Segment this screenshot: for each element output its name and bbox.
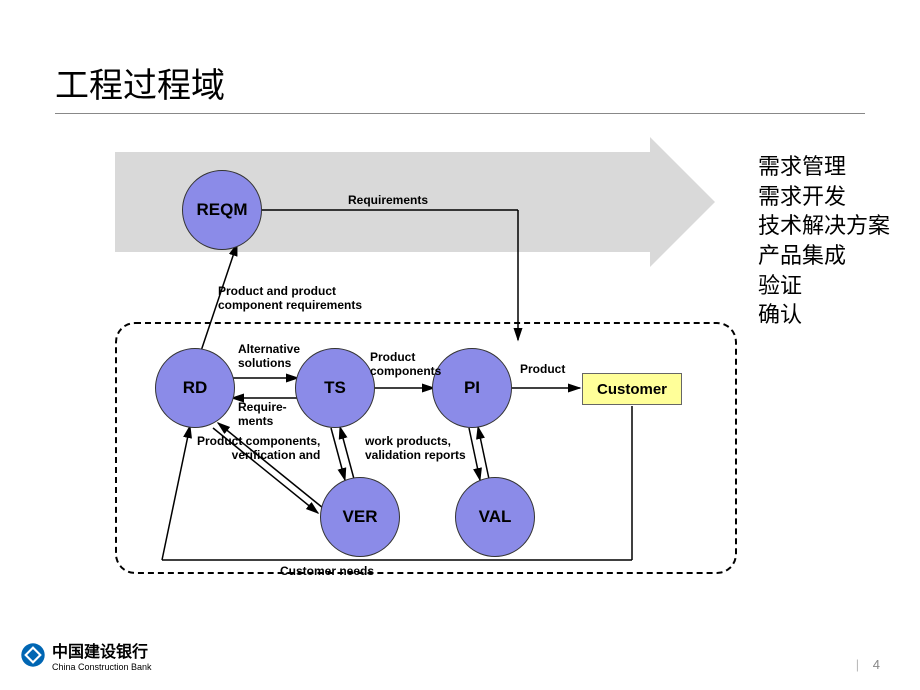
bank-name-cn: 中国建设银行 <box>52 638 152 662</box>
edge-label: Product <box>520 362 565 376</box>
node-customer: Customer <box>582 373 682 405</box>
list-item: 产品集成 <box>758 241 890 271</box>
category-list: 需求管理 需求开发 技术解决方案 产品集成 验证 确认 <box>758 152 890 330</box>
slide-title: 工程过程域 <box>55 58 225 107</box>
list-item: 需求开发 <box>758 182 890 212</box>
list-item: 验证 <box>758 271 890 301</box>
edge-label: Requirements <box>348 193 428 207</box>
edge-label: Require- ments <box>238 400 287 429</box>
title-underline <box>55 113 865 114</box>
node-pi: PI <box>432 348 512 428</box>
edge-label: Customer needs <box>280 564 374 578</box>
edge-label: Product and product component requiremen… <box>218 284 362 313</box>
edge-label: Alternative solutions <box>238 342 300 371</box>
list-item: 需求管理 <box>758 152 890 182</box>
edge-label: Product components <box>370 350 441 379</box>
node-ts: TS <box>295 348 375 428</box>
bank-name-en: China Construction Bank <box>52 662 152 672</box>
node-rd: RD <box>155 348 235 428</box>
bank-logo: 中国建设银行 China Construction Bank <box>20 638 152 672</box>
node-val: VAL <box>455 477 535 557</box>
page-number: | 4 <box>856 657 880 672</box>
ccb-logo-icon <box>20 642 46 668</box>
node-reqm: REQM <box>182 170 262 250</box>
node-ver: VER <box>320 477 400 557</box>
list-item: 确认 <box>758 300 890 330</box>
edge-label: work products, validation reports <box>365 434 466 463</box>
edge-label: Product components, verification and <box>197 434 320 463</box>
list-item: 技术解决方案 <box>758 211 890 241</box>
